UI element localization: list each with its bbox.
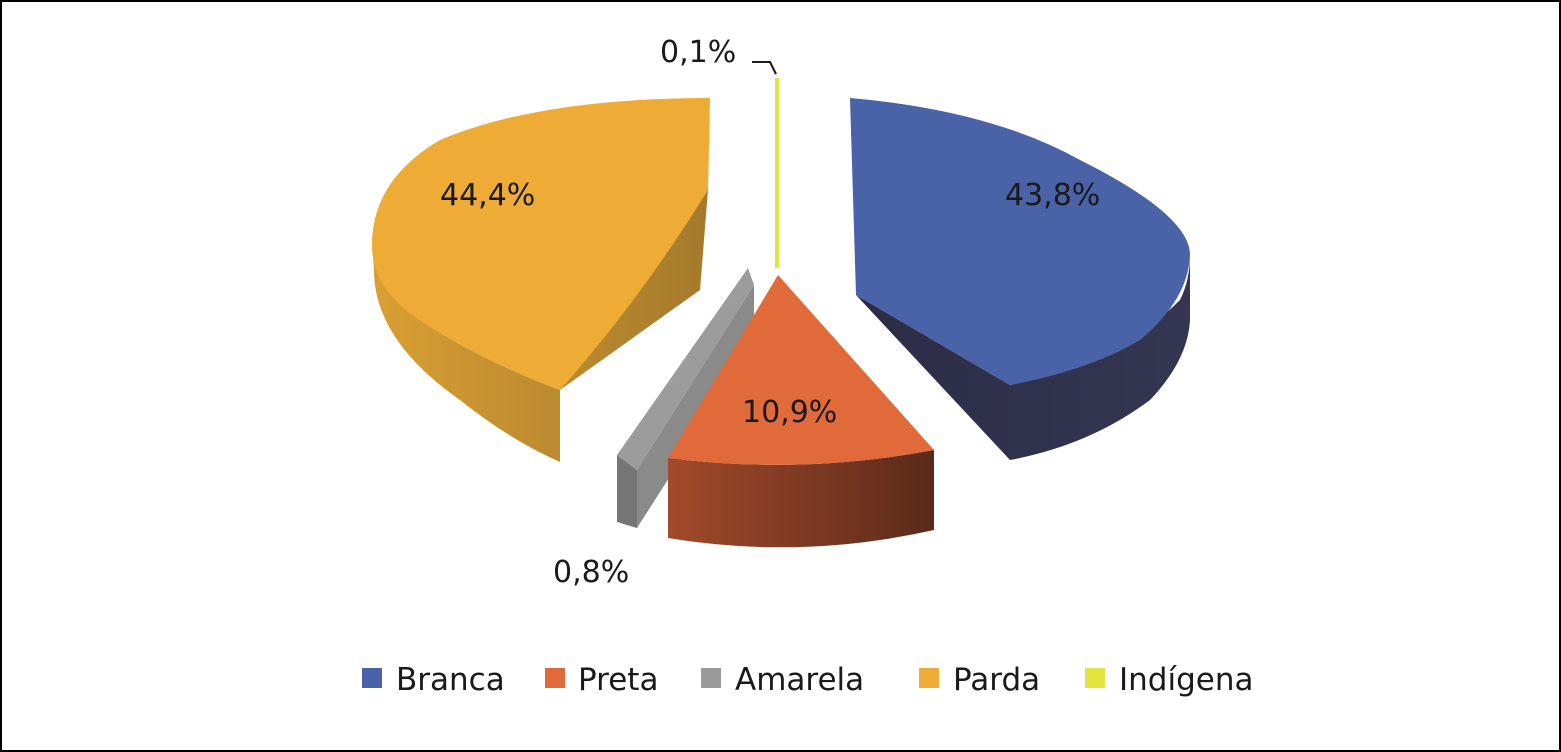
legend-item-parda: Parda — [919, 662, 1040, 698]
slice-amarela — [617, 268, 754, 528]
leader-line-indigena — [752, 61, 777, 75]
slice-preta-top — [668, 275, 934, 465]
slice-amarela-side — [617, 455, 637, 528]
slice-preta-side — [668, 450, 934, 548]
slice-indigena-top — [775, 78, 779, 268]
legend-swatch-preta — [545, 668, 565, 688]
data-label-parda: 44,4% — [440, 178, 535, 213]
legend-item-indigena: Indígena — [1085, 662, 1253, 698]
legend-swatch-parda — [919, 668, 939, 688]
legend-swatch-indigena — [1085, 668, 1105, 688]
legend-label-preta: Preta — [578, 662, 658, 698]
legend-swatch-branca — [362, 668, 382, 688]
slice-preta — [668, 275, 934, 548]
legend-label-amarela: Amarela — [735, 662, 864, 698]
slice-amarela-front — [637, 285, 754, 528]
legend-label-indigena: Indígena — [1119, 662, 1253, 698]
slice-parda-top — [372, 98, 710, 390]
data-label-indigena: 0,1% — [660, 35, 736, 70]
legend-label-parda: Parda — [953, 662, 1040, 698]
slice-indigena — [752, 61, 779, 268]
legend-item-preta: Preta — [545, 662, 658, 698]
legend-label-branca: Branca — [396, 662, 505, 698]
legend-item-branca: Branca — [362, 662, 505, 698]
slice-amarela-top — [617, 268, 754, 470]
data-label-amarela: 0,8% — [553, 555, 629, 590]
slice-parda-side — [372, 190, 708, 462]
data-label-branca: 43,8% — [1005, 178, 1100, 213]
legend-swatch-amarela — [701, 668, 721, 688]
slice-branca-top — [850, 98, 1190, 385]
slice-branca-side — [856, 255, 1190, 460]
legend-item-amarela: Amarela — [701, 662, 864, 698]
slice-branca — [850, 98, 1190, 460]
slice-parda — [372, 98, 710, 462]
legend: Branca Preta Amarela Parda Indígena — [362, 662, 1253, 698]
data-label-preta: 10,9% — [742, 395, 837, 430]
